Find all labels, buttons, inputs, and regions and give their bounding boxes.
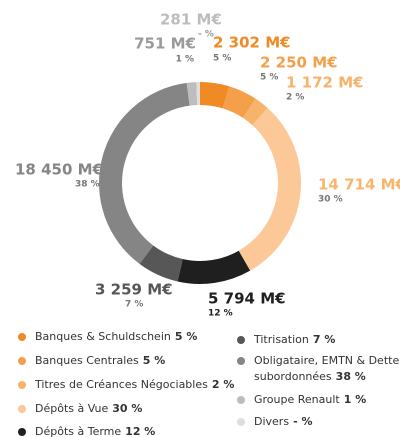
- legend-name: Banques & Schuldschein: [35, 330, 171, 343]
- legend-percent: 2 %: [212, 378, 235, 391]
- legend-name: Titrisation: [253, 333, 309, 346]
- value-label: 751 M€: [134, 35, 196, 53]
- legend-label: Divers - %: [254, 415, 312, 428]
- legend-swatch: [18, 381, 26, 389]
- value-label: 18 450 M€: [15, 161, 103, 179]
- legend-label: Dépôts à Vue 30 %: [35, 402, 142, 415]
- legend-name: subordonnées: [254, 370, 332, 383]
- legend-label: Titres de Créances Négociables 2 %: [34, 378, 234, 391]
- percent-label: 5 %: [260, 73, 278, 83]
- donut-segment: [186, 82, 198, 106]
- legend-label: Dépôts à Terme 12 %: [35, 425, 155, 437]
- legend-name: Groupe Renault: [254, 393, 340, 406]
- legend-label: Groupe Renault 1 %: [254, 393, 366, 406]
- donut-segment: [200, 82, 230, 109]
- legend-percent: 30 %: [112, 402, 142, 415]
- value-label: 2 302 M€: [213, 34, 291, 52]
- legend-swatch: [237, 336, 245, 344]
- donut-segment: [222, 86, 256, 118]
- legend-swatch: [18, 357, 26, 365]
- legend-name: Banques Centrales: [35, 354, 139, 367]
- value-label: 14 714 M€: [318, 176, 400, 194]
- legend-swatch: [237, 396, 245, 404]
- legend-name: Dépôts à Terme: [35, 425, 121, 437]
- legend-label: Obligataire, EMTN & Dettes subordonnées 38…: [254, 354, 400, 383]
- legend-swatch: [237, 418, 245, 426]
- legend-name: Divers: [254, 415, 289, 428]
- legend-percent: 5 %: [175, 330, 198, 343]
- value-label: 5 794 M€: [208, 290, 286, 308]
- donut-segment: [177, 250, 251, 284]
- legend-label: Banques Centrales 5 %: [35, 354, 165, 367]
- percent-label: 7 %: [125, 300, 143, 310]
- legend-percent: - %: [293, 415, 312, 428]
- legend-percent: 38 %: [336, 370, 366, 383]
- legend-name: Obligataire, EMTN & Dettes: [254, 354, 400, 367]
- legend-label: Titrisation 7 %: [253, 333, 335, 346]
- value-label: 281 M€: [160, 11, 222, 29]
- percent-label: 1 %: [176, 55, 194, 65]
- legend-swatch: [18, 405, 26, 413]
- percent-label: 38 %: [75, 180, 100, 190]
- donut-segment: [196, 82, 200, 106]
- legend-name: Titres de Créances Négociables: [34, 378, 208, 391]
- value-label: 3 259 M€: [95, 281, 173, 299]
- percent-label: 12 %: [208, 309, 233, 319]
- value-label: 1 172 M€: [286, 74, 364, 92]
- legend-percent: 1 %: [344, 393, 367, 406]
- donut-segment: [243, 98, 268, 126]
- percent-label: 2 %: [286, 93, 304, 103]
- percent-label: 30 %: [318, 195, 343, 205]
- percent-label: 5 %: [213, 54, 231, 64]
- legend-swatch: [18, 428, 26, 436]
- legend-name: Dépôts à Vue: [35, 402, 108, 415]
- legend-swatch: [237, 357, 245, 365]
- donut-segment: [238, 108, 301, 271]
- donut-segment: [139, 245, 183, 282]
- value-label: 2 250 M€: [260, 54, 338, 72]
- legend-percent: 7 %: [313, 333, 336, 346]
- legend-swatch: [18, 333, 26, 341]
- percent-label: - %: [198, 30, 214, 40]
- donut-segment: [99, 82, 190, 264]
- legend-percent: 5 %: [143, 354, 166, 367]
- legend-percent: 12 %: [125, 425, 155, 437]
- legend-label: Banques & Schuldschein 5 %: [35, 330, 197, 343]
